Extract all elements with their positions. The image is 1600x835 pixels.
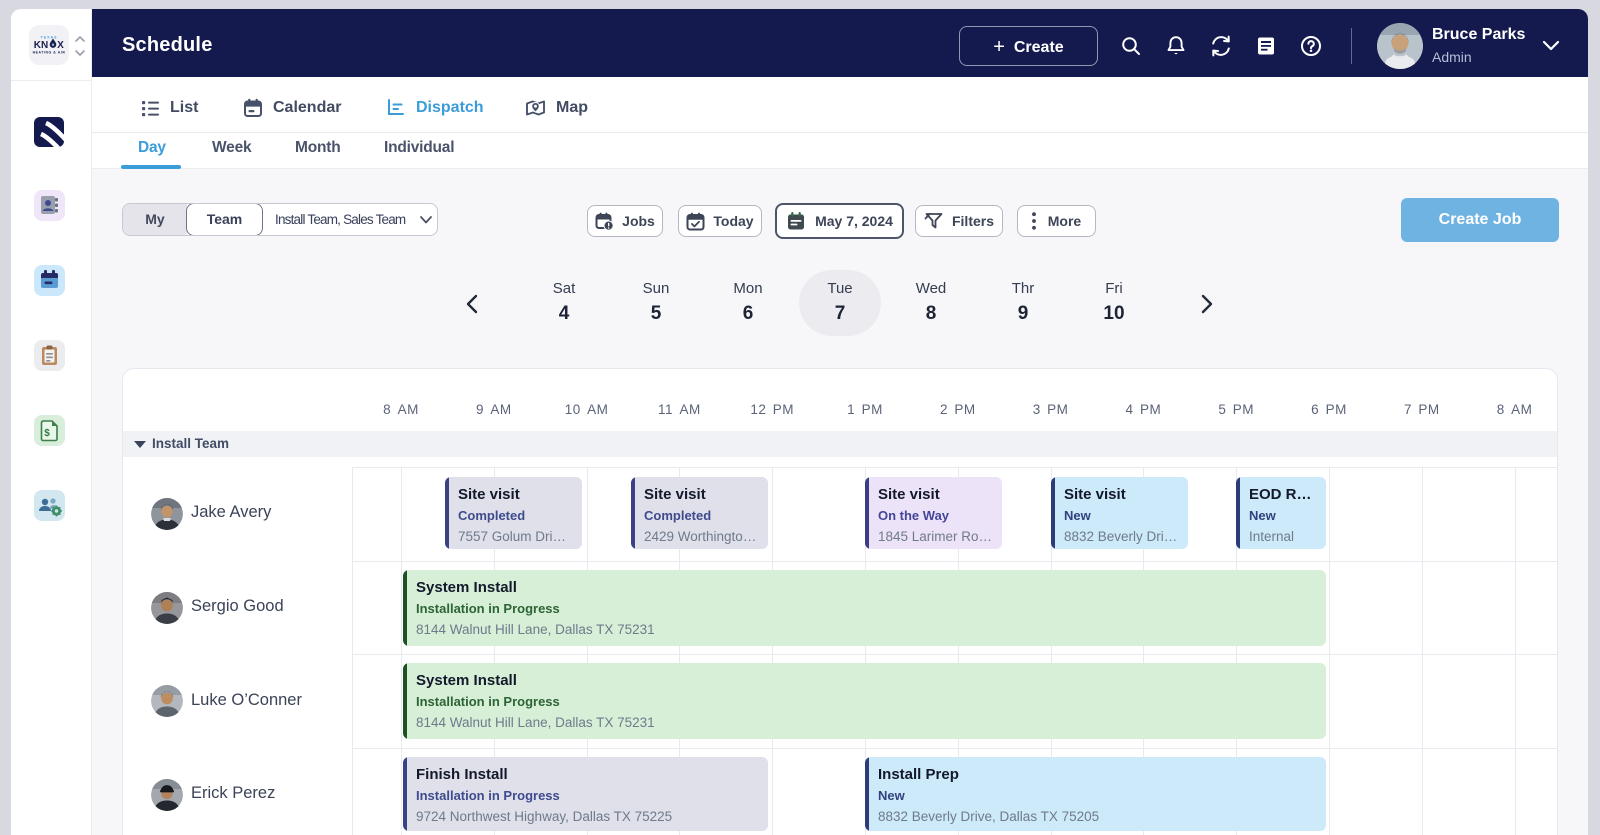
svg-text:$: $: [44, 428, 50, 439]
svg-text:KN: KN: [34, 40, 48, 51]
svg-text:HEATING & AIR: HEATING & AIR: [33, 51, 66, 55]
svg-text:X: X: [57, 40, 64, 51]
svg-text:TEXAS: TEXAS: [41, 36, 58, 40]
